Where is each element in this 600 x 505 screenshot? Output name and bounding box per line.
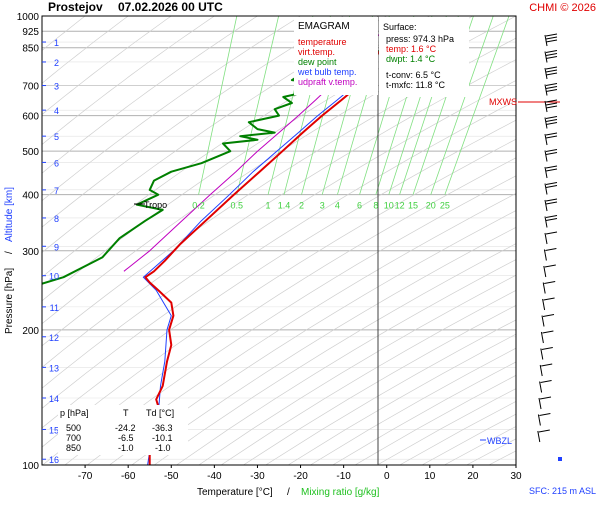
surface-dewpoint: dwpt: 1.4 °C xyxy=(386,54,436,64)
altitude-tick-label: 13 xyxy=(49,363,59,373)
y-label-altitude: Altitude [km] xyxy=(4,187,15,242)
pressure-tick-label: 100 xyxy=(22,461,39,472)
x-label-temperature: Temperature [°C] xyxy=(197,487,273,498)
table-cell-p: 700 xyxy=(66,433,81,443)
tropopause-label: Tropo xyxy=(144,200,167,210)
mxws-label: MXWS xyxy=(489,97,517,107)
temp-tick-label: 10 xyxy=(424,471,436,482)
temp-tick-label: -30 xyxy=(250,471,265,482)
legend-temperature: temperature xyxy=(298,37,347,47)
pressure-tick-label: 850 xyxy=(22,44,39,55)
altitude-tick-label: 6 xyxy=(54,158,59,168)
table-cell-t: -6.5 xyxy=(118,433,134,443)
table-cell-td: -10.1 xyxy=(152,433,173,443)
table-header-t: T xyxy=(123,408,129,418)
mixing-ratio-label: 0.2 xyxy=(192,201,205,211)
altitude-tick-label: 1 xyxy=(54,38,59,48)
altitude-tick-label: 8 xyxy=(54,214,59,224)
surface-wind-marker xyxy=(558,457,562,461)
legend-virt-temp: virt.temp. xyxy=(298,47,335,57)
surface-tconv: t-conv: 6.5 °C xyxy=(386,70,441,80)
altitude-tick-label: 3 xyxy=(54,82,59,92)
mixing-ratio-label: 8 xyxy=(373,201,378,211)
pressure-tick-label: 300 xyxy=(22,247,39,258)
pressure-tick-label: 400 xyxy=(22,191,39,202)
mixing-ratio-label: 10 xyxy=(384,201,394,211)
altitude-tick-label: 14 xyxy=(49,394,59,404)
pressure-tick-label: 500 xyxy=(22,147,39,158)
station-name: Prostejov xyxy=(48,0,103,14)
altitude-tick-label: 4 xyxy=(54,106,59,116)
x-label-separator: / xyxy=(287,487,290,498)
y-label-separator: / xyxy=(4,251,15,254)
pressure-tick-label: 200 xyxy=(22,326,39,337)
legend-title: EMAGRAM xyxy=(298,21,350,32)
table-cell-p: 500 xyxy=(66,423,81,433)
mixing-ratio-label: 3 xyxy=(320,201,325,211)
legend-updraft: udpraft v.temp. xyxy=(298,77,357,87)
sfc-label: SFC: 215 m ASL xyxy=(529,486,596,496)
legend-dew-point: dew point xyxy=(298,57,337,67)
pressure-tick-label: 1000 xyxy=(17,12,40,23)
surface-tmxfc: t-mxfc: 11.8 °C xyxy=(386,80,445,90)
y-label-pressure: Pressure [hPa] xyxy=(4,268,15,334)
temp-tick-label: 20 xyxy=(467,471,479,482)
x-axis-label: Temperature [°C] / Mixing ratio [g/kg] xyxy=(197,487,380,498)
altitude-tick-label: 10 xyxy=(49,272,59,282)
altitude-tick-label: 15 xyxy=(49,425,59,435)
pressure-tick-label: 700 xyxy=(22,82,39,93)
surface-pressure: press: 974.3 hPa xyxy=(386,34,454,44)
x-label-mixing-ratio: Mixing ratio [g/kg] xyxy=(301,487,380,498)
table-cell-t: -1.0 xyxy=(118,443,134,453)
mixing-ratio-label: 4 xyxy=(335,201,340,211)
altitude-tick-label: 5 xyxy=(54,132,59,142)
table-cell-t: -24.2 xyxy=(115,423,136,433)
pressure-tick-label: 600 xyxy=(22,112,39,123)
temp-tick-label: -20 xyxy=(293,471,308,482)
table-header-td: Td [°C] xyxy=(146,408,174,418)
altitude-tick-label: 11 xyxy=(50,303,59,313)
temp-tick-label: 30 xyxy=(510,471,522,482)
temp-tick-label: -70 xyxy=(78,471,93,482)
pressure-tick-label: 925 xyxy=(22,27,39,38)
temp-tick-label: -50 xyxy=(164,471,179,482)
wbzl-label: WBZL xyxy=(487,436,512,446)
mixing-ratio-label: 20 xyxy=(426,201,436,211)
temp-tick-label: -60 xyxy=(121,471,136,482)
level-table: p [hPa] T Td [°C] 500 -24.2 -36.3 700 -6… xyxy=(58,405,188,455)
sounding-datetime: 07.02.2026 00 UTC xyxy=(118,0,223,14)
surface-box: Surface: press: 974.3 hPa temp: 1.6 °C d… xyxy=(379,17,469,97)
altitude-tick-label: 16 xyxy=(49,455,59,465)
altitude-tick-label: 2 xyxy=(54,58,59,68)
table-header-p: p [hPa] xyxy=(60,408,89,418)
credit-text: CHMI © 2026 xyxy=(529,2,596,14)
temp-tick-label: 0 xyxy=(384,471,390,482)
mixing-ratio-label: 1.4 xyxy=(278,201,291,211)
mixing-ratio-label: 15 xyxy=(408,201,418,211)
mixing-ratio-label: 1 xyxy=(266,201,271,211)
altitude-tick-label: 9 xyxy=(54,242,59,252)
legend-box: EMAGRAM temperature virt.temp. dew point… xyxy=(294,17,378,95)
table-cell-td: -36.3 xyxy=(152,423,173,433)
mixing-ratio-label: 0.5 xyxy=(231,201,244,211)
surface-temp: temp: 1.6 °C xyxy=(386,44,437,54)
mixing-ratio-label: 25 xyxy=(440,201,450,211)
temp-tick-label: -40 xyxy=(207,471,222,482)
table-cell-p: 850 xyxy=(66,443,81,453)
legend-wet-bulb: wet bulb temp. xyxy=(297,67,357,77)
altitude-tick-label: 7 xyxy=(54,186,59,196)
table-cell-td: -1.0 xyxy=(155,443,171,453)
temp-tick-label: -10 xyxy=(336,471,351,482)
mixing-ratio-label: 2 xyxy=(299,201,304,211)
altitude-tick-label: 12 xyxy=(49,333,59,343)
mixing-ratio-label: 6 xyxy=(357,201,362,211)
surface-title: Surface: xyxy=(383,22,417,32)
mixing-ratio-label: 12 xyxy=(395,201,405,211)
